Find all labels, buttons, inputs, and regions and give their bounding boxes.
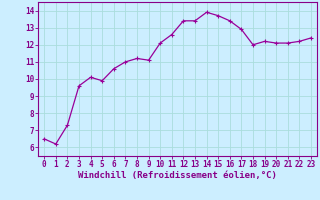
X-axis label: Windchill (Refroidissement éolien,°C): Windchill (Refroidissement éolien,°C): [78, 171, 277, 180]
